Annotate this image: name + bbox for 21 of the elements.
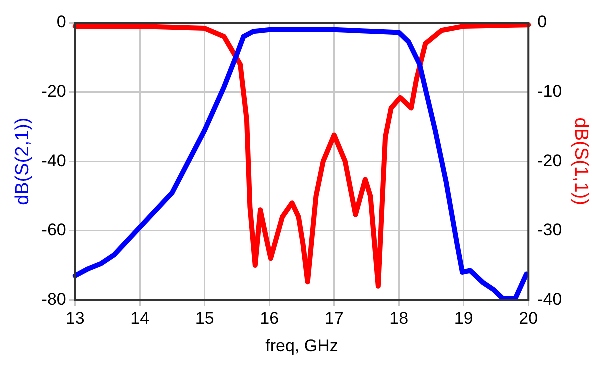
x-tick-label: 14 bbox=[130, 309, 150, 328]
y2-axis-title: dB(S(1,1)) bbox=[570, 118, 592, 206]
y-axis-title: dB(S(2,1)) bbox=[12, 118, 34, 206]
x-tick-label: 16 bbox=[260, 309, 280, 328]
y2-tick-label: -40 bbox=[538, 290, 562, 309]
y2-tick-label: -20 bbox=[538, 151, 562, 170]
x-tick-label: 15 bbox=[195, 309, 214, 328]
y-tick-label: -20 bbox=[42, 82, 66, 101]
x-tick-label: 18 bbox=[390, 309, 409, 328]
x-tick-label: 17 bbox=[324, 309, 344, 328]
y-tick-label: -40 bbox=[42, 151, 66, 170]
x-tick-label: 19 bbox=[454, 309, 474, 328]
y2-tick-label: 0 bbox=[538, 12, 548, 32]
x-tick-label: 13 bbox=[66, 309, 85, 328]
y2-tick-label: -30 bbox=[538, 220, 562, 240]
x-tick-label: 20 bbox=[519, 309, 538, 328]
x-axis-title: freq, GHz bbox=[266, 336, 338, 356]
y-tick-label: -80 bbox=[42, 290, 66, 309]
y-tick-label: 0 bbox=[56, 12, 66, 32]
y2-tick-label: -10 bbox=[538, 82, 562, 101]
y-tick-label: -60 bbox=[42, 220, 66, 240]
